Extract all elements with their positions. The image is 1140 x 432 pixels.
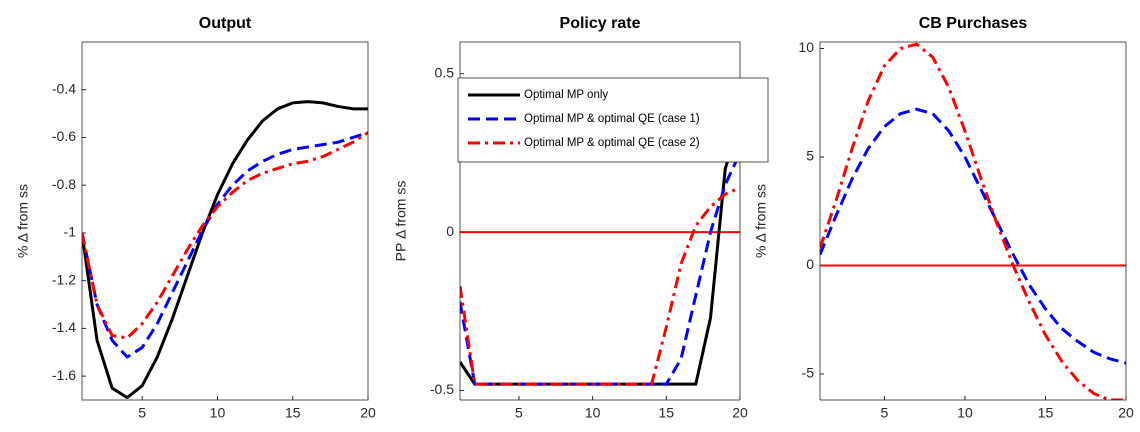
plot-area [820,42,1126,400]
legend-label: Optimal MP only [524,89,608,101]
axes-frame [81,41,369,401]
y-axis-label: % Δ from ss [753,184,769,258]
series-line [820,42,1126,400]
y-axis-label: % Δ from ss [15,184,31,258]
axes-background [820,42,1126,400]
y-tick-label: -0.6 [52,128,76,144]
x-tick-label: 20 [1118,405,1134,421]
x-tick-label: 15 [1038,405,1054,421]
chart-title: Output [199,15,252,32]
x-tick-label: 5 [515,405,523,421]
y-tick-label: 5 [806,148,814,164]
y-tick-label: -0.5 [430,381,454,397]
series-line [82,131,368,340]
y-tick-label: 0 [806,256,814,272]
x-tick-label: 20 [732,405,748,421]
plot-area [460,120,740,386]
y-tick-label: 0 [446,223,454,239]
y-tick-label: -5 [802,365,815,381]
y-tick-label: -1.2 [52,271,76,287]
legend-label: Optimal MP & optimal QE (case 1) [524,113,700,125]
panel: Output % Δ from ss 5 10 15 20 -1.6 -1.4 -1.2 -1 -0… [15,15,376,420]
y-axis-label: PP Δ from ss [393,181,409,262]
y-tick-label: 0.5 [435,64,455,80]
series-line [460,186,740,386]
series-line [820,107,1126,365]
x-tick-label: 5 [881,405,889,421]
x-tick-label: 5 [138,405,146,421]
legend-label: Optimal MP & optimal QE (case 2) [524,137,700,149]
axes-frame [819,41,1127,401]
plot-area [82,100,368,400]
series-line [82,131,368,359]
y-tick-label: -0.8 [52,176,76,192]
x-tick-label: 10 [210,405,226,421]
y-tick-label: -0.4 [52,80,76,96]
y-tick-label: -1.4 [52,319,76,335]
chart-title: CB Purchases [919,15,1028,32]
axes-frame [459,41,741,401]
axes-background [82,42,368,400]
x-tick-label: 10 [585,405,601,421]
x-tick-label: 10 [957,405,973,421]
x-tick-label: 15 [285,405,301,421]
legend: Optimal MP only Optimal MP & optimal QE (… [457,77,769,163]
x-tick-label: 20 [360,405,376,421]
series-line [82,100,368,400]
chart-title: Policy rate [560,15,641,32]
y-tick-label: -1.6 [52,367,76,383]
y-tick-label: 10 [798,39,814,55]
panel: CB Purchases % Δ from ss 5 10 15 20 -5 0 5 10 [753,15,1134,420]
y-tick-label: -1 [64,224,77,240]
x-tick-label: 15 [659,405,675,421]
